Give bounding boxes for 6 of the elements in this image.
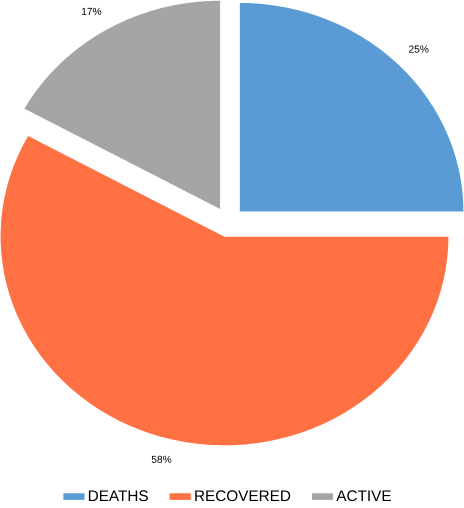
legend-label: RECOVERED — [195, 490, 290, 502]
legend-label: DEATHS — [88, 490, 148, 502]
data-label: 25% — [408, 45, 428, 53]
data-label: 58% — [152, 456, 172, 463]
data-label: 17% — [82, 8, 102, 16]
legend-label: ACTIVE — [336, 490, 391, 502]
